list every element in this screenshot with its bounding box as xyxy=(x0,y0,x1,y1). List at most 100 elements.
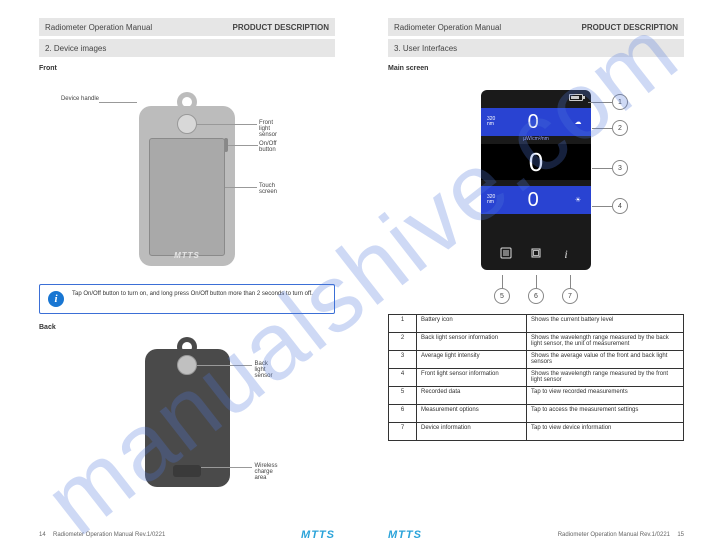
callout-line xyxy=(502,275,503,289)
ui-title: Main screen xyxy=(388,65,684,72)
table-cell: Shows the wavelength range measured by t… xyxy=(527,333,684,351)
table-cell: Shows the current battery level xyxy=(527,315,684,333)
leader-line xyxy=(99,102,137,103)
leader-line xyxy=(228,145,258,146)
records-icon[interactable] xyxy=(499,247,513,262)
callout-line xyxy=(592,206,612,207)
ui-row-back-sensor: 320 nm 0 ☁ xyxy=(481,108,591,136)
wireless-charge-icon xyxy=(173,465,201,477)
callout-4: 4 xyxy=(612,198,628,214)
callout-line xyxy=(570,275,571,289)
label-screen: Touch screen xyxy=(259,183,277,195)
table-cell: Tap to view device information xyxy=(527,423,684,441)
table-cell: 4 xyxy=(389,369,417,387)
header-main: Radiometer Operation Manual PRODUCT DESC… xyxy=(388,18,684,36)
table-cell: Shows the average value of the front and… xyxy=(527,351,684,369)
callout-line xyxy=(592,168,612,169)
label-back-sensor: Back light sensor xyxy=(255,361,273,379)
ui-row-average: 0 xyxy=(481,144,591,180)
callout-line xyxy=(588,102,612,103)
label-sensor: Front light sensor xyxy=(259,120,277,138)
table-cell: 7 xyxy=(389,423,417,441)
header-section: PRODUCT DESCRIPTION xyxy=(582,23,678,32)
table-cell: 6 xyxy=(389,405,417,423)
table-row: 3Average light intensityShows the averag… xyxy=(389,351,684,369)
table-cell: 3 xyxy=(389,351,417,369)
back-value: 0 xyxy=(495,111,571,134)
manual-ref: Radiometer Operation Manual Rev.1/0221 xyxy=(53,532,301,538)
ui-row-front-sensor: 320 nm 0 ☀ xyxy=(481,186,591,214)
battery-icon xyxy=(569,94,583,101)
ui-device: 320 nm 0 ☁ µW/cm²/nm 0 320 nm 0 ☀ i xyxy=(481,90,591,270)
table-cell: Tap to view recorded measurements xyxy=(527,387,684,405)
table-row: 7Device informationTap to view device in… xyxy=(389,423,684,441)
callout-3: 3 xyxy=(612,160,628,176)
callout-table: 1Battery iconShows the current battery l… xyxy=(388,314,684,441)
callout-1: 1 xyxy=(612,94,628,110)
device-front: MTTS Device handle Front light sensor On… xyxy=(139,92,235,266)
cloud-icon: ☁ xyxy=(571,118,585,126)
label-charge: Wireless charge area xyxy=(255,463,278,481)
wavelength-label: 320 nm xyxy=(487,195,495,205)
header-main: Radiometer Operation Manual PRODUCT DESC… xyxy=(39,18,335,36)
table-row: 6Measurement optionsTap to access the me… xyxy=(389,405,684,423)
info-text: Tap On/Off button to turn on, and long p… xyxy=(72,291,313,299)
footer-logo: MTTS xyxy=(388,529,422,541)
settings-icon[interactable] xyxy=(529,247,543,262)
table-cell: 1 xyxy=(389,315,417,333)
callout-2: 2 xyxy=(612,120,628,136)
front-value: 0 xyxy=(495,189,571,212)
header-title: Radiometer Operation Manual xyxy=(45,23,233,32)
sun-icon: ☀ xyxy=(571,196,585,204)
info-nav-icon[interactable]: i xyxy=(559,247,573,262)
avg-value: 0 xyxy=(487,147,585,178)
table-cell: Back light sensor information xyxy=(417,333,527,351)
header-title: Radiometer Operation Manual xyxy=(394,23,582,32)
table-cell: Recorded data xyxy=(417,387,527,405)
leader-line xyxy=(225,187,257,188)
leader-line xyxy=(201,467,252,468)
info-box: i Tap On/Off button to turn on, and long… xyxy=(39,284,335,314)
footer-logo: MTTS xyxy=(301,529,335,541)
wavelength-label: 320 nm xyxy=(487,117,495,127)
unit-label: µW/cm²/nm xyxy=(481,136,591,142)
table-cell: 2 xyxy=(389,333,417,351)
callout-line xyxy=(536,275,537,289)
table-cell: Front light sensor information xyxy=(417,369,527,387)
table-row: 5Recorded dataTap to view recorded measu… xyxy=(389,387,684,405)
table-cell: 5 xyxy=(389,387,417,405)
front-sensor-icon xyxy=(177,114,197,134)
table-cell: Battery icon xyxy=(417,315,527,333)
page-number: 14 xyxy=(39,532,53,538)
back-title: Back xyxy=(39,324,335,331)
device-back: Back light sensor Wireless charge area xyxy=(145,337,230,487)
header-sub: 2. Device images xyxy=(39,39,335,57)
leader-line xyxy=(197,365,252,366)
table-cell: Measurement options xyxy=(417,405,527,423)
touchscreen-icon xyxy=(149,138,225,256)
page-number: 15 xyxy=(670,532,684,538)
device-logo: MTTS xyxy=(139,251,235,260)
table-cell: Shows the wavelength range measured by t… xyxy=(527,369,684,387)
page-left: Radiometer Operation Manual PRODUCT DESC… xyxy=(15,0,359,553)
table-row: 1Battery iconShows the current battery l… xyxy=(389,315,684,333)
footer-right: MTTS Radiometer Operation Manual Rev.1/0… xyxy=(388,529,684,541)
header-section: PRODUCT DESCRIPTION xyxy=(233,23,329,32)
leader-line xyxy=(197,124,257,125)
table-cell: Device information xyxy=(417,423,527,441)
front-title: Front xyxy=(39,65,335,72)
ui-bottom-icons: i xyxy=(481,247,591,262)
back-sensor-icon xyxy=(177,355,197,375)
table-cell: Tap to access the measurement settings xyxy=(527,405,684,423)
callout-5: 5 xyxy=(494,288,510,304)
callout-line xyxy=(592,128,612,129)
header-sub: 3. User Interfaces xyxy=(388,39,684,57)
page-right: Radiometer Operation Manual PRODUCT DESC… xyxy=(364,0,708,553)
section-title: 2. Device images xyxy=(45,44,106,53)
info-icon: i xyxy=(48,291,64,307)
table-row: 2Back light sensor informationShows the … xyxy=(389,333,684,351)
section-title: 3. User Interfaces xyxy=(394,44,457,53)
table-row: 4Front light sensor informationShows the… xyxy=(389,369,684,387)
callout-7: 7 xyxy=(562,288,578,304)
callout-6: 6 xyxy=(528,288,544,304)
